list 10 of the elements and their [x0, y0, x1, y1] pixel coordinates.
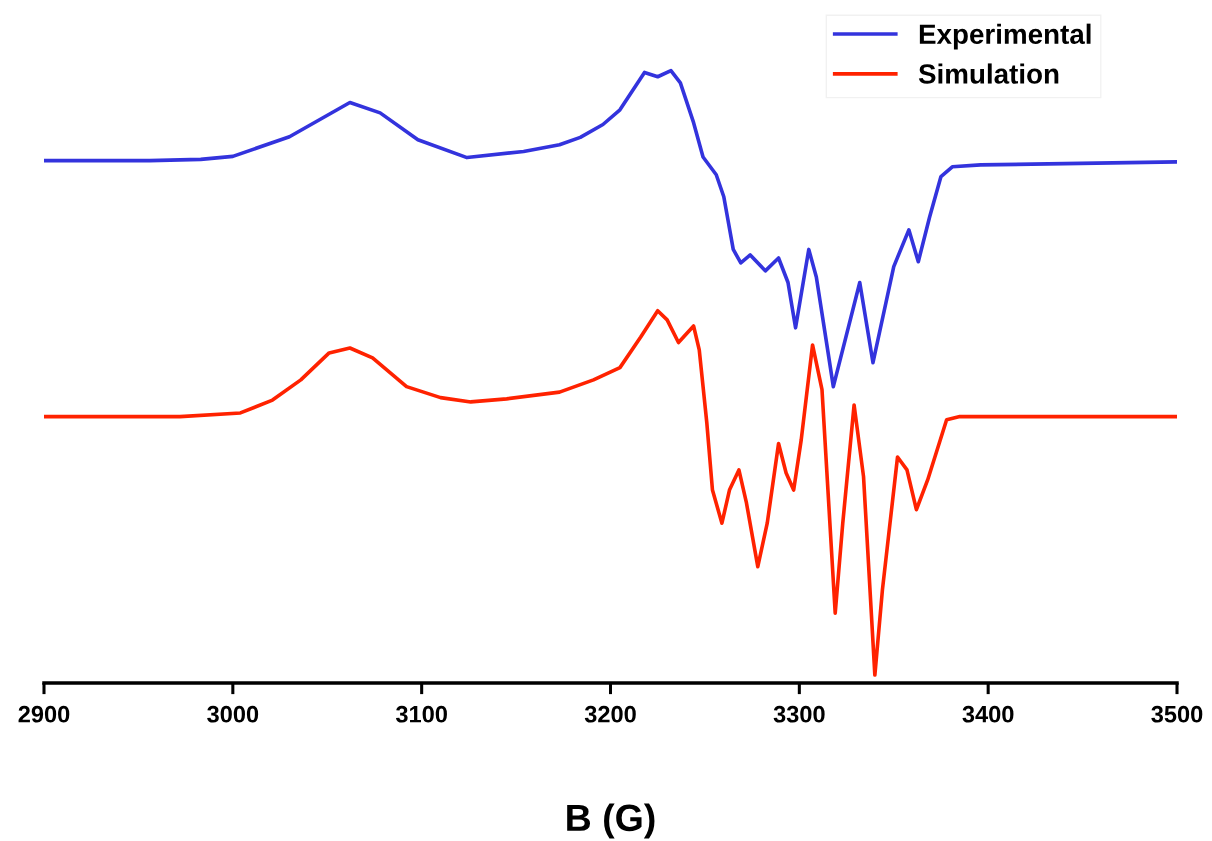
x-axis-title: B (G)	[567, 803, 655, 839]
x-tick-label: 3400	[962, 705, 1014, 723]
x-tick-label: 3300	[773, 705, 825, 723]
x-tick-label: 3000	[207, 705, 259, 723]
x-tick-label: 3500	[1151, 705, 1203, 723]
legend-label: Simulation	[918, 63, 1059, 84]
legend-label: Experimental	[919, 23, 1091, 50]
x-tick-label: 2900	[18, 705, 70, 723]
x-tick-label: 3200	[584, 705, 636, 723]
x-tick-label: 3100	[395, 705, 447, 723]
